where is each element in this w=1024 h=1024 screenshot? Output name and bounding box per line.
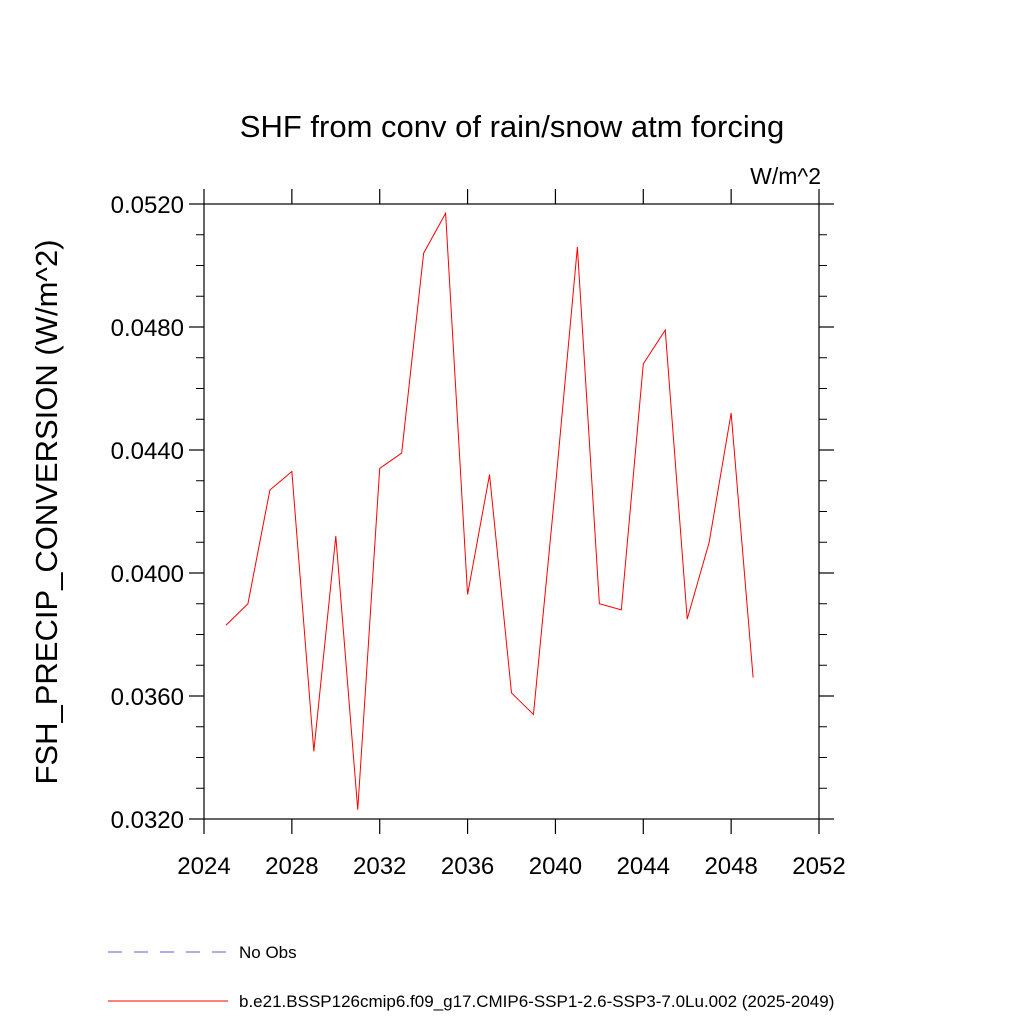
x-tick-label: 2052	[792, 853, 845, 880]
y-axis-label: FSH_PRECIP_CONVERSION (W/m^2)	[29, 239, 64, 784]
y-tick-label: 0.0480	[111, 315, 184, 342]
y-tick-label: 0.0360	[111, 684, 184, 711]
legend-label-no-obs: No Obs	[239, 943, 297, 962]
x-tick-label: 2024	[177, 853, 230, 880]
legend-label-model-run: b.e21.BSSP126cmip6.f09_g17.CMIP6-SSP1-2.…	[239, 992, 834, 1011]
y-tick-label: 0.0520	[111, 192, 184, 219]
series-group	[225, 211, 754, 810]
chart-title: SHF from conv of rain/snow atm forcing	[240, 109, 784, 144]
x-tick-label: 2032	[353, 853, 406, 880]
y-tick-label: 0.0440	[111, 438, 184, 465]
y-tick-labels: 0.0320 0.0360 0.0400 0.0440 0.0480 0.0520	[111, 192, 184, 834]
units-label: W/m^2	[750, 163, 821, 189]
y-tick-label: 0.0320	[111, 807, 184, 834]
plot-frame	[203, 203, 820, 820]
y-tick-label: 0.0400	[111, 561, 184, 588]
axis-ticks	[189, 189, 834, 834]
x-tick-labels: 2024 2028 2032 2036 2040 2044 2048 2052	[177, 853, 845, 880]
x-tick-label: 2040	[529, 853, 582, 880]
x-tick-label: 2036	[441, 853, 494, 880]
x-tick-label: 2044	[617, 853, 670, 880]
x-tick-label: 2048	[704, 853, 757, 880]
x-tick-label: 2028	[265, 853, 318, 880]
legend: No Obs b.e21.BSSP126cmip6.f09_g17.CMIP6-…	[108, 943, 834, 1011]
series-line	[225, 211, 754, 810]
